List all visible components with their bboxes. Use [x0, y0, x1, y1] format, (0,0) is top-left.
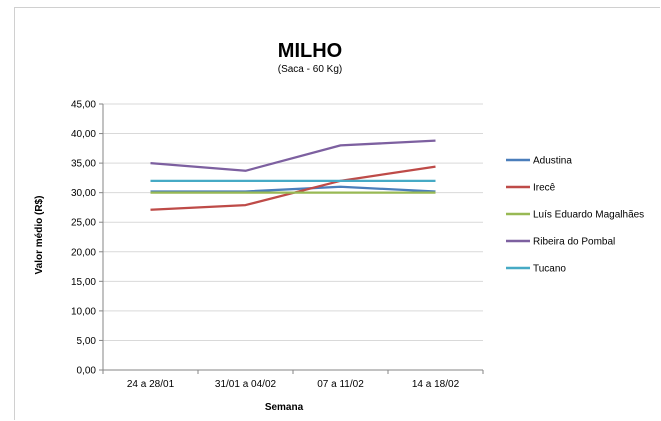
y-tick-label: 40,00 [71, 129, 96, 140]
axes [99, 103, 484, 374]
x-tick-label: 31/01 a 04/02 [215, 379, 277, 390]
series-line [150, 185, 436, 193]
legend-label: Tucano [533, 264, 566, 275]
x-tick-label: 24 a 28/01 [127, 379, 175, 390]
legend: Adustina Irecê Luís Eduardo Magalhães Ribei… [506, 156, 644, 275]
y-tick-label: 15,00 [71, 277, 96, 288]
y-tick-label: 0,00 [77, 366, 97, 377]
y-tick-label: 10,00 [71, 306, 96, 317]
y-tick-label: 5,00 [77, 336, 97, 347]
y-tick-label: 35,00 [71, 159, 96, 170]
y-tick-label: 20,00 [71, 247, 96, 258]
y-axis-title: Valor médio (R$) [34, 196, 45, 275]
legend-label: Adustina [533, 156, 572, 167]
legend-label: Irecê [533, 183, 556, 194]
gridlines [103, 103, 483, 341]
chart-subtitle: (Saca - 60 Kg) [278, 64, 342, 75]
legend-label: Ribeira do Pombal [533, 237, 615, 248]
series-line [150, 139, 436, 172]
x-axis-title: Semana [265, 402, 304, 413]
y-tick-label: 30,00 [71, 188, 96, 199]
series-lines [150, 139, 436, 211]
tick-labels: 0,00 5,00 10,00 15,00 20,00 25,00 30,00 35,00 40… [71, 100, 460, 391]
y-tick-label: 25,00 [71, 218, 96, 229]
x-tick-label: 14 a 18/02 [412, 379, 460, 390]
legend-label: Luís Eduardo Magalhães [533, 210, 644, 221]
chart-frame [14, 7, 660, 420]
chart-title: MILHO [278, 40, 342, 62]
x-tick-label: 07 a 11/02 [317, 379, 364, 390]
y-tick-label: 45,00 [71, 100, 96, 111]
